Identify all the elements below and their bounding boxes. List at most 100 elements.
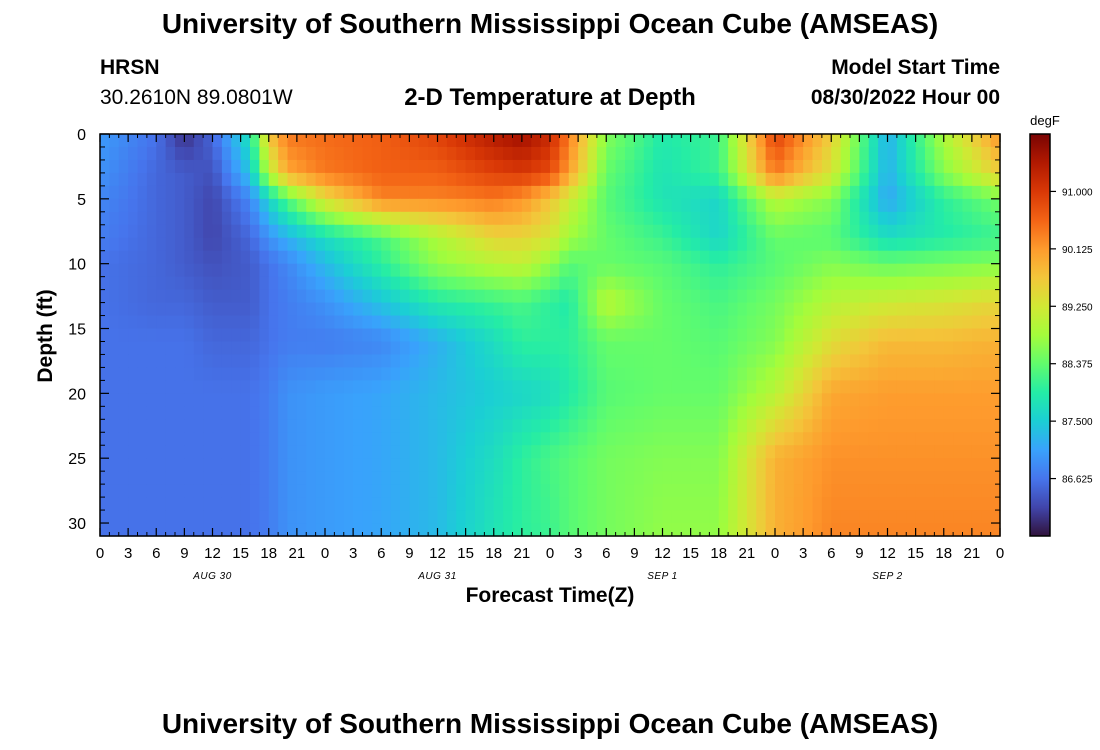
heatmap-cell (128, 445, 139, 459)
heatmap-cell (334, 263, 345, 278)
heatmap-cell (906, 159, 917, 174)
heatmap-cell (446, 250, 457, 265)
heatmap-cell (775, 328, 785, 343)
heatmap-cell (484, 328, 495, 343)
heatmap-cell (550, 432, 560, 446)
heatmap-cell (559, 380, 570, 394)
heatmap-cell (221, 276, 232, 291)
model-start-time: 08/30/2022 Hour 00 (810, 86, 1000, 109)
heatmap-cell (315, 432, 326, 446)
heatmap-cell (625, 289, 635, 304)
heatmap-cell (559, 523, 570, 537)
heatmap-cell (681, 289, 692, 304)
heatmap-cell (493, 419, 504, 433)
heatmap-cell (503, 380, 514, 394)
heatmap-cell (343, 159, 354, 174)
heatmap-cell (615, 315, 626, 330)
heatmap-cell (100, 445, 110, 459)
heatmap-cell (296, 276, 307, 291)
heatmap-cell (371, 484, 382, 498)
heatmap-cell (418, 354, 429, 369)
heatmap-cell (343, 315, 354, 330)
heatmap-cell (934, 146, 945, 161)
heatmap-cell (371, 471, 382, 485)
heatmap-cell (212, 406, 223, 420)
heatmap-cell (484, 134, 495, 148)
heatmap-cell (268, 328, 279, 343)
heatmap-cell (175, 393, 185, 407)
heatmap-cell (775, 134, 785, 148)
heatmap-cell (718, 250, 729, 265)
heatmap-cell (446, 263, 457, 278)
heatmap-cell (156, 523, 167, 537)
heatmap-cell (240, 328, 251, 343)
heatmap-cell (765, 224, 776, 239)
heatmap-cell (540, 458, 551, 472)
heatmap-cell (212, 302, 223, 317)
heatmap-cell (503, 198, 514, 213)
heatmap-cell (831, 445, 842, 459)
heatmap-cell (484, 172, 495, 187)
heatmap-cell (362, 315, 373, 330)
heatmap-cell (100, 134, 110, 148)
heatmap-cell (531, 341, 542, 356)
heatmap-cell (615, 432, 626, 446)
heatmap-cell (568, 211, 579, 226)
heatmap-cell (718, 211, 729, 226)
heatmap-cell (962, 146, 973, 161)
heatmap-cell (175, 354, 185, 369)
heatmap-cell (203, 315, 214, 330)
heatmap-cell (981, 250, 992, 265)
heatmap-cell (596, 367, 607, 381)
heatmap-cell (990, 484, 1001, 498)
y-tick-label: 10 (68, 257, 86, 274)
heatmap-cell (587, 328, 598, 343)
heatmap-cell (943, 432, 954, 446)
heatmap-cell (221, 445, 232, 459)
heatmap-cell (400, 354, 410, 369)
heatmap-cell (943, 172, 954, 187)
heatmap-cell (137, 159, 148, 174)
heatmap-cell (362, 198, 373, 213)
heatmap-cell (578, 432, 589, 446)
heatmap-cell (765, 471, 776, 485)
heatmap-cell (137, 523, 148, 537)
heatmap-cell (484, 276, 495, 291)
heatmap-cell (203, 276, 214, 291)
heatmap-cell (737, 445, 748, 459)
heatmap-cell (353, 263, 364, 278)
heatmap-cell (193, 471, 204, 485)
heatmap-cell (606, 328, 617, 343)
heatmap-cell (765, 315, 776, 330)
heatmap-cell (775, 406, 785, 420)
heatmap-cell (540, 134, 551, 148)
heatmap-cell (775, 432, 785, 446)
heatmap-cell (109, 497, 120, 511)
heatmap-cell (475, 289, 485, 304)
heatmap-cell (165, 497, 176, 511)
heatmap-cell (971, 419, 982, 433)
heatmap-cell (212, 497, 223, 511)
heatmap-cell (446, 484, 457, 498)
heatmap-cell (765, 172, 776, 187)
heatmap-cell (353, 250, 364, 265)
heatmap-cell (400, 237, 410, 252)
heatmap-cell (428, 341, 439, 356)
heatmap-cell (568, 237, 579, 252)
heatmap-cell (390, 341, 401, 356)
heatmap-cell (521, 419, 532, 433)
heatmap-cell (550, 172, 560, 187)
heatmap-cell (437, 380, 448, 394)
heatmap-cell (850, 458, 860, 472)
heatmap-cell (306, 471, 317, 485)
heatmap-cell (540, 380, 551, 394)
heatmap-cell (700, 172, 710, 187)
heatmap-cell (746, 432, 757, 446)
heatmap-cell (681, 484, 692, 498)
heatmap-cell (146, 198, 157, 213)
heatmap-cell (850, 263, 860, 278)
heatmap-cell (475, 458, 485, 472)
heatmap-cell (868, 146, 879, 161)
